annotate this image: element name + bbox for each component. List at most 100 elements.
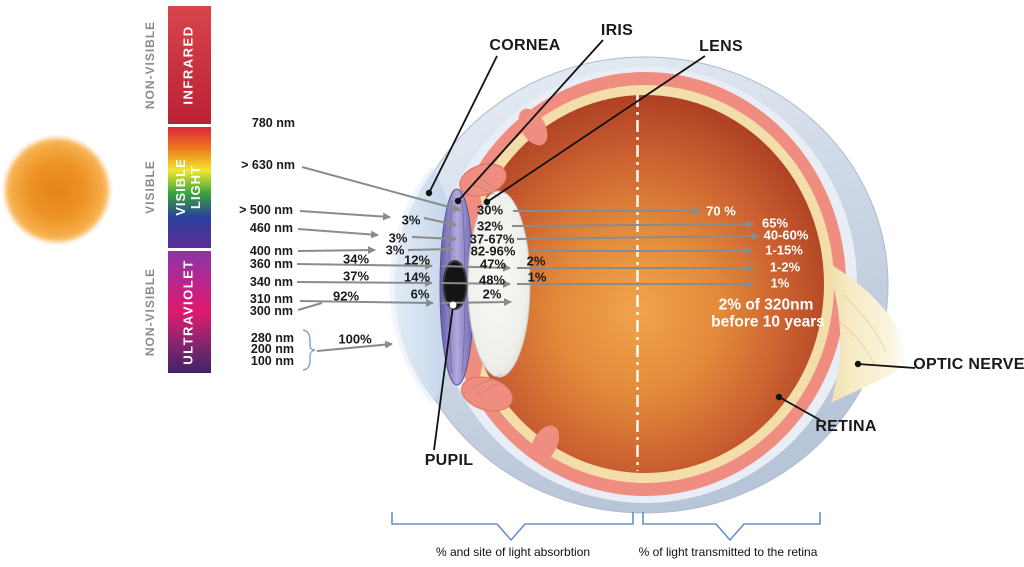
wavelength-630: > 630 nm	[241, 157, 295, 172]
infrared-band-label: INFRARED	[180, 25, 196, 105]
optic-nerve-label: OPTIC NERVE	[913, 356, 1024, 373]
ray-uv-short-to-cornea	[316, 340, 393, 352]
iris-dot	[454, 197, 462, 205]
ciliary-body-top	[459, 163, 507, 197]
transmitted-460: 40-60%	[763, 227, 809, 243]
lens-absorption-340: 48%	[478, 272, 506, 288]
cornea-absorption-500: 3%	[401, 212, 421, 228]
wavelength-340: 340 nm	[249, 274, 293, 289]
aqueous-absorption-340: 14%	[403, 269, 431, 285]
anatomy-leader-lines	[428, 39, 916, 451]
ray-400-to-iris	[407, 245, 454, 254]
cornea-absorption-uv-short: 100%	[338, 331, 372, 347]
cornea-absorption-400: 3%	[385, 242, 405, 258]
muscle-top	[518, 108, 548, 146]
optic-nerve-streaks	[837, 294, 887, 367]
retina-leader	[778, 396, 821, 421]
ray-360-through-lens	[440, 263, 511, 272]
wavelength-310: 310 nm	[249, 291, 293, 306]
lens-absorption-500: 32%	[476, 218, 504, 234]
spectrum-side-label-nonvisible-ir: NON-VISIBLE	[143, 20, 158, 110]
transmission-caption: % of light transmitted to the retina	[638, 545, 818, 559]
caption-braces	[391, 512, 821, 541]
note-line1: 2% of 320nm	[718, 296, 814, 314]
wavelength-200: 200 nm	[250, 341, 294, 356]
optic-nerve-dot	[854, 360, 862, 368]
lens-absorption-310: 2%	[482, 286, 502, 302]
lens-absorption-400: 82-96%	[470, 243, 516, 259]
muscle-bottom	[530, 425, 560, 463]
absorption-caption: % and site of light absorbtion	[435, 545, 591, 559]
optic-nerve-leader	[857, 363, 916, 369]
sun-icon	[5, 138, 109, 242]
ray-400-to-cornea	[297, 246, 376, 255]
cornea-dot	[425, 189, 433, 197]
pupil-leader	[433, 305, 454, 451]
wavelength-780: 780 nm	[251, 115, 295, 130]
cornea-absorption-360: 34%	[342, 251, 370, 267]
transmitted-400: 1-15%	[765, 242, 803, 258]
iris-leader	[457, 39, 604, 202]
wavelength-280: 280 nm	[250, 330, 294, 345]
ray-460-to-iris	[411, 234, 457, 243]
note-line2: before 10 years	[711, 313, 825, 331]
visible-band	[168, 127, 211, 248]
transmitted-340: 1%	[770, 275, 790, 291]
transmitted-630: 70 %	[706, 203, 736, 219]
lens-label: LENS	[699, 38, 743, 55]
wavelength-300: 300 nm	[249, 303, 293, 318]
lens-absorption-360: 47%	[479, 256, 507, 272]
ray-460-transmitted	[516, 232, 760, 241]
retina-label: RETINA	[815, 418, 877, 435]
retina-dot	[775, 393, 783, 401]
ultraviolet-band-label: ULTRAVIOLET	[180, 259, 196, 365]
ray-630-to-lens	[301, 166, 461, 213]
transmitted-500: 65%	[761, 215, 789, 231]
ultraviolet-band	[168, 251, 211, 373]
wavelength-500: > 500 nm	[239, 202, 293, 217]
ray-500-to-cornea	[299, 210, 391, 221]
ray-340-to-pupil	[296, 278, 433, 287]
zonule-fibers	[471, 176, 508, 396]
visible-band-label: VISIBLE LIGHT	[173, 158, 203, 216]
post-lens-340: 1%	[527, 269, 547, 285]
absorption-brace	[391, 512, 634, 541]
ray-500-transmitted	[511, 220, 754, 229]
wavelength-460: 460 nm	[249, 220, 293, 235]
cornea-surface	[389, 167, 434, 403]
cornea-leader	[428, 55, 498, 194]
cornea-absorption-310: 92%	[332, 288, 360, 304]
wavelength-100: 100 nm	[250, 353, 294, 368]
spectrum-bar	[168, 6, 211, 373]
lens-leader	[486, 55, 706, 203]
ciliary-body-bottom	[461, 376, 513, 412]
wavelength-400: 400 nm	[249, 243, 293, 258]
aqueous-absorption-310: 6%	[410, 286, 430, 302]
lens-absorption-460: 37-67%	[469, 231, 515, 247]
post-lens-360: 2%	[526, 253, 546, 269]
cornea-absorption-460: 3%	[388, 230, 408, 246]
ray-340-through-lens	[440, 279, 511, 288]
lens-dot	[483, 198, 491, 206]
pupil-dot	[449, 301, 457, 309]
ray-300-connector	[297, 302, 323, 311]
spectrum-side-label-visible: VISIBLE	[143, 160, 158, 214]
spectrum-side-label-nonvisible-uv: NON-VISIBLE	[143, 267, 158, 357]
iris-label: IRIS	[600, 22, 634, 39]
ray-500-to-iris	[423, 217, 457, 228]
transmitted-360: 1-2%	[769, 259, 801, 275]
light-ray-arrows	[296, 166, 760, 352]
uv-wavelength-bracket	[302, 329, 316, 371]
ray-460-to-cornea	[297, 228, 379, 239]
leader-dots	[425, 189, 862, 401]
pupil-label: PUPIL	[424, 452, 474, 469]
infrared-band	[168, 6, 211, 124]
ray-360-to-pupil	[296, 261, 433, 270]
cornea-absorption-340: 37%	[342, 268, 370, 284]
wavelength-360: 360 nm	[249, 256, 293, 271]
transmission-brace	[642, 512, 821, 541]
pupil-shape	[442, 260, 468, 310]
aqueous-absorption-360: 12%	[403, 252, 431, 268]
